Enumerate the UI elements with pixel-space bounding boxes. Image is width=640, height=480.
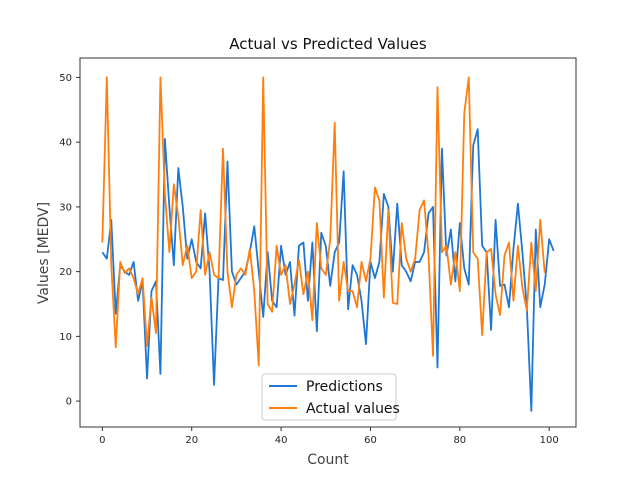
series-line-predictions	[101, 128, 555, 412]
plot-series-group	[101, 76, 555, 412]
x-tick-label: 20	[185, 435, 198, 446]
x-tick-label: 100	[540, 435, 559, 446]
y-axis-label: Values [MEDV]	[36, 202, 52, 304]
x-tick-label: 60	[364, 435, 377, 446]
x-axis-label: Count	[307, 452, 349, 468]
x-tick-label: 40	[275, 435, 288, 446]
legend-label-predictions: Predictions	[306, 379, 383, 395]
y-tick-label: 10	[59, 332, 72, 343]
chart-title: Actual vs Predicted Values	[229, 35, 427, 53]
legend-label-actual-values: Actual values	[306, 401, 400, 417]
legend: Predictions Actual values	[261, 373, 400, 421]
y-tick-label: 50	[59, 73, 72, 84]
axes-group	[79, 57, 577, 428]
x-tick-label: 0	[99, 435, 105, 446]
series-line-actual-values	[101, 76, 546, 367]
y-tick-label: 40	[59, 138, 72, 149]
y-tick-label: 30	[59, 202, 72, 213]
y-tick-label: 20	[59, 267, 72, 278]
plot-frame	[79, 57, 577, 428]
y-tick-label: 0	[66, 397, 72, 408]
ticks-group: 0 20 40 60 80 100 0 10 20 30 40 50	[59, 73, 558, 446]
x-tick-label: 80	[453, 435, 466, 446]
